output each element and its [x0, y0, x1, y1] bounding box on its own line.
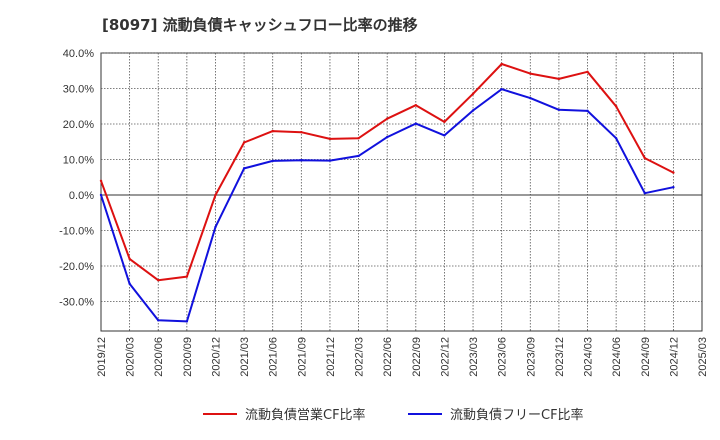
x-tick-label: 2020/06	[153, 337, 165, 377]
data-point	[443, 120, 446, 124]
data-point	[443, 134, 446, 137]
x-tick-label: 2022/09	[411, 337, 423, 377]
legend: 流動負債営業CF比率 流動負債フリーCF比率	[203, 407, 584, 423]
x-tick-label: 2023/12	[554, 337, 566, 377]
data-point	[328, 137, 332, 141]
x-tick-label: 2023/09	[525, 337, 537, 377]
data-point	[271, 159, 274, 163]
data-point	[185, 275, 189, 278]
data-point	[529, 96, 532, 100]
y-tick-label: -20.0%	[59, 261, 94, 273]
data-point	[214, 225, 217, 229]
data-point	[614, 105, 618, 108]
x-tick-label: 2022/03	[354, 337, 366, 377]
x-tick-label: 2021/09	[296, 337, 308, 377]
x-tick-label: 2024/09	[640, 337, 652, 377]
x-tick-label: 2025/03	[697, 337, 709, 377]
data-point	[328, 159, 332, 162]
data-point	[300, 159, 303, 162]
data-point	[185, 320, 189, 323]
data-point	[414, 103, 418, 107]
data-point	[271, 129, 274, 133]
data-point	[99, 193, 103, 197]
y-tick-label: -30.0%	[59, 297, 94, 309]
x-tick-label: 2022/12	[439, 337, 451, 377]
data-point	[242, 141, 246, 144]
data-point	[157, 319, 160, 322]
data-point	[357, 154, 360, 158]
data-point	[471, 92, 475, 96]
x-tick-label: 2020/03	[125, 337, 137, 377]
x-tick-label: 2022/06	[382, 337, 394, 377]
data-point	[672, 185, 675, 189]
data-point	[357, 137, 360, 140]
data-point	[471, 109, 475, 112]
data-point	[99, 179, 103, 182]
y-tick-label: 30.0%	[63, 84, 94, 96]
y-tick-label: 20.0%	[63, 119, 94, 131]
legend-label-2: 流動負債フリーCF比率	[450, 407, 584, 423]
x-tick-label: 2023/03	[468, 337, 480, 377]
data-point	[128, 257, 131, 261]
x-tick-label: 2024/12	[668, 337, 680, 377]
x-tick-label: 2023/06	[497, 337, 509, 377]
x-tick-label: 2021/06	[268, 337, 280, 377]
data-point	[614, 137, 618, 140]
data-point	[214, 193, 217, 197]
data-point	[157, 279, 160, 282]
data-point	[300, 130, 303, 134]
data-point	[643, 192, 646, 195]
x-tick-label: 2021/03	[239, 337, 251, 377]
plot-area: 40.0% 30.0% 20.0% 10.0% 0.0% -10.0% -20.0% -30.…	[59, 48, 709, 377]
data-point	[529, 72, 532, 75]
legend-label-1: 流動負債営業CF比率	[245, 407, 366, 423]
data-point	[500, 88, 503, 91]
x-tick-label: 2021/12	[325, 337, 337, 377]
plot-frame	[100, 52, 703, 332]
y-tick-label: 10.0%	[63, 155, 94, 167]
data-point	[557, 77, 561, 81]
x-tick-label: 2020/09	[182, 337, 194, 377]
data-point	[242, 167, 246, 170]
data-point	[500, 62, 503, 66]
y-tick-label: 40.0%	[63, 48, 94, 60]
x-tick-label: 2019/12	[96, 337, 108, 377]
data-point	[672, 171, 675, 174]
data-point	[586, 109, 589, 113]
data-point	[385, 117, 389, 120]
x-tick-label: 2020/12	[210, 337, 222, 377]
y-tick-label: -10.0%	[59, 226, 94, 238]
y-tick-label: 0.0%	[69, 190, 94, 202]
chart-title: [8097] 流動負債キャッシュフロー比率の推移	[102, 16, 418, 34]
data-point	[643, 156, 646, 160]
data-point	[586, 70, 589, 74]
data-point	[128, 282, 131, 285]
data-point	[414, 122, 418, 125]
x-tick-label: 2024/06	[611, 337, 623, 377]
x-tick-label: 2024/03	[583, 337, 595, 377]
data-point	[557, 108, 561, 112]
data-point	[385, 135, 389, 139]
